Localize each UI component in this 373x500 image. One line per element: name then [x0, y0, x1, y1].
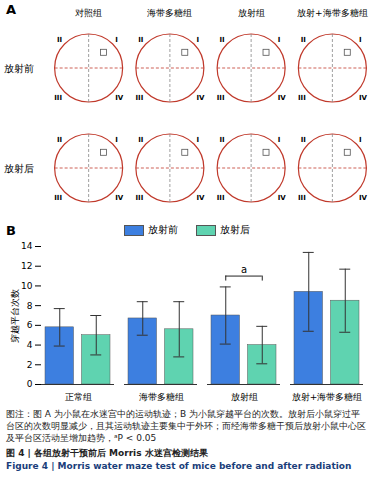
svg-text:放射+海带多糖组: 放射+海带多糖组	[297, 8, 368, 18]
svg-text:8: 8	[27, 301, 33, 311]
svg-text:14: 14	[21, 241, 33, 251]
svg-text:I: I	[359, 136, 362, 144]
svg-text:IV: IV	[196, 194, 205, 202]
svg-text:III: III	[136, 194, 144, 202]
html-text:图注：图 A 为小鼠在水迷宫中的运动轨迹；B 为小鼠穿越平台: 图注：图 A 为小鼠在水迷宫中的运动轨迹；B 为小鼠穿越平台的次数。放射后小鼠穿…	[6, 409, 366, 444]
svg-text:放射后: 放射后	[4, 163, 34, 174]
svg-text:穿越平台次数: 穿越平台次数	[10, 289, 20, 343]
svg-text:放射组: 放射组	[238, 8, 265, 18]
svg-text:I: I	[278, 36, 281, 44]
svg-text:III: III	[54, 194, 62, 202]
svg-text:II: II	[57, 136, 62, 144]
svg-text:IV: IV	[359, 94, 368, 102]
svg-text:I: I	[359, 36, 362, 44]
svg-text:II: II	[219, 36, 224, 44]
svg-text:II: II	[57, 36, 62, 44]
html-text:B: B	[6, 222, 16, 238]
svg-text:0: 0	[27, 379, 33, 389]
svg-text:12: 12	[21, 261, 32, 271]
svg-text:I: I	[278, 136, 281, 144]
svg-text:IV: IV	[196, 94, 205, 102]
svg-text:III: III	[54, 94, 62, 102]
html-text:Figure 4 | Morris water maze t: Figure 4 | Morris water maze test of mic…	[6, 460, 352, 471]
svg-text:10: 10	[21, 281, 33, 291]
html-text:放射后: 放射后	[219, 224, 250, 235]
svg-text:a: a	[241, 264, 247, 275]
svg-text:II: II	[301, 36, 306, 44]
svg-text:III: III	[217, 194, 225, 202]
svg-text:对照组: 对照组	[75, 8, 102, 18]
svg-text:放射组: 放射组	[231, 392, 258, 402]
svg-text:正常组: 正常组	[65, 392, 92, 402]
svg-text:海带多糖组: 海带多糖组	[147, 8, 192, 18]
svg-text:III: III	[298, 94, 306, 102]
svg-text:II: II	[301, 136, 306, 144]
svg-text:6: 6	[27, 320, 33, 330]
svg-text:IV: IV	[278, 194, 287, 202]
svg-text:II: II	[138, 136, 143, 144]
svg-text:IV: IV	[359, 194, 368, 202]
svg-text:4: 4	[27, 340, 33, 350]
svg-text:I: I	[196, 136, 199, 144]
svg-text:IV: IV	[278, 94, 287, 102]
svg-text:II: II	[138, 36, 143, 44]
svg-text:IV: IV	[115, 94, 124, 102]
html-text:图 4 | 各组放射干预前后 Morris 水迷宫检测结果: 图 4 | 各组放射干预前后 Morris 水迷宫检测结果	[6, 448, 208, 459]
svg-text:A: A	[6, 2, 16, 17]
svg-text:2: 2	[27, 360, 33, 370]
svg-text:I: I	[115, 136, 118, 144]
svg-text:放射+海带多糖组: 放射+海带多糖组	[292, 392, 363, 402]
html-text:放射前: 放射前	[147, 224, 178, 235]
svg-text:放射前: 放射前	[4, 63, 34, 74]
svg-text:IV: IV	[115, 194, 124, 202]
svg-text:I: I	[115, 36, 118, 44]
svg-text:III: III	[217, 94, 225, 102]
svg-text:II: II	[219, 136, 224, 144]
svg-text:III: III	[136, 94, 144, 102]
svg-text:I: I	[196, 36, 199, 44]
svg-text:海带多糖组: 海带多糖组	[139, 392, 184, 402]
svg-text:III: III	[298, 194, 306, 202]
